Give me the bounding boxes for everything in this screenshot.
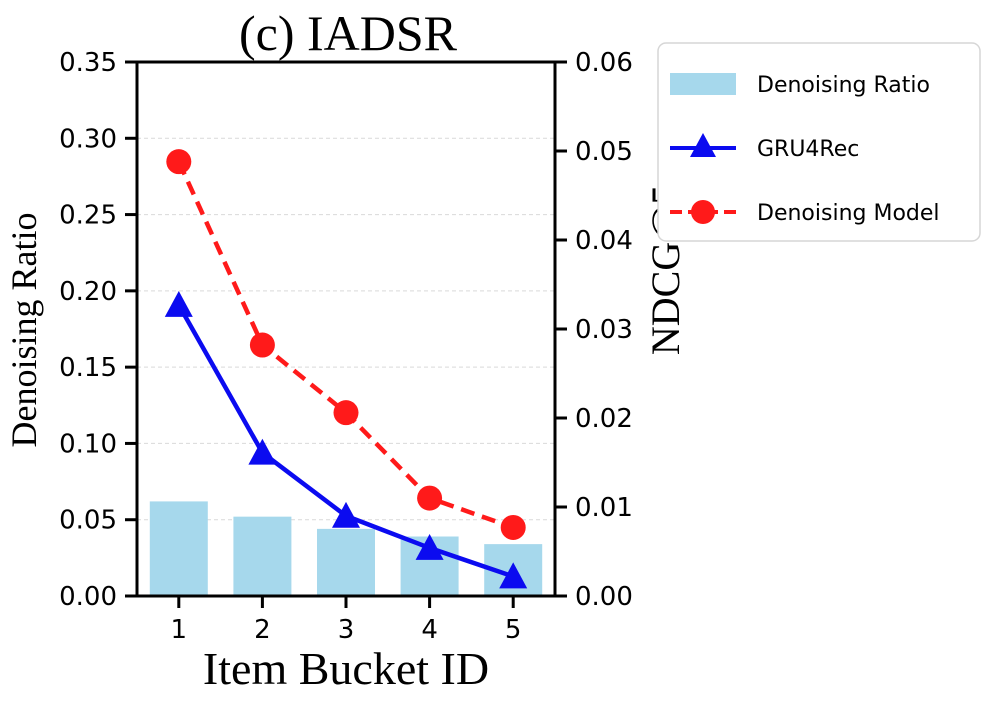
legend-label-bars: Denoising Ratio xyxy=(757,73,930,98)
chart-title: (c) IADSR xyxy=(239,5,458,61)
right-tick-label: 0.01 xyxy=(575,493,633,523)
point-denoising-model-1 xyxy=(166,149,192,175)
point-denoising-model-4 xyxy=(417,485,443,511)
series-line-denoising-model xyxy=(176,160,514,530)
bar-denoising-ratio-2 xyxy=(233,516,292,596)
legend-swatch-bars xyxy=(670,73,736,95)
x-axis-label: Item Bucket ID xyxy=(203,643,489,694)
left-axis-ticks: 0.00 0.05 0.10 0.15 0.20 0.25 0.30 0.35 xyxy=(59,48,137,612)
left-tick-label: 0.20 xyxy=(59,277,117,307)
right-tick-label: 0.06 xyxy=(575,48,633,78)
point-denoising-model-2 xyxy=(249,332,275,358)
x-tick-label: 1 xyxy=(171,615,188,645)
bar-denoising-ratio-1 xyxy=(149,501,208,596)
x-tick-label: 5 xyxy=(505,615,522,645)
right-tick-label: 0.00 xyxy=(575,582,633,612)
legend: Denoising Ratio GRU4Rec Denoising Model xyxy=(657,42,981,242)
left-tick-label: 0.30 xyxy=(59,124,117,154)
point-gru4rec-2 xyxy=(248,438,277,465)
grid-lines xyxy=(137,137,555,521)
legend-marker-denoising-model xyxy=(691,200,715,224)
x-tick-label: 3 xyxy=(338,615,355,645)
legend-label-gru4rec: GRU4Rec xyxy=(757,137,859,162)
right-tick-label: 0.02 xyxy=(575,404,633,434)
line-series xyxy=(164,149,528,589)
point-denoising-model-3 xyxy=(333,400,359,426)
legend-frame xyxy=(657,42,981,242)
left-tick-label: 0.10 xyxy=(59,429,117,459)
point-denoising-model-5 xyxy=(500,514,526,540)
left-tick-label: 0.05 xyxy=(59,506,117,536)
x-tick-label: 2 xyxy=(254,615,271,645)
legend-marker-gru4rec xyxy=(690,133,716,157)
point-gru4rec-5 xyxy=(499,562,528,589)
left-tick-label: 0.15 xyxy=(59,353,117,383)
right-tick-label: 0.03 xyxy=(575,315,633,345)
bar-denoising-ratio-3 xyxy=(317,528,375,596)
left-tick-label: 0.35 xyxy=(59,48,117,78)
left-axis-label: Denoising Ratio xyxy=(4,213,44,448)
point-gru4rec-1 xyxy=(164,290,193,317)
left-tick-label: 0.25 xyxy=(59,201,117,231)
x-tick-label: 4 xyxy=(421,615,438,645)
point-gru4rec-4 xyxy=(415,533,444,560)
legend-label-denoising-model: Denoising Model xyxy=(757,201,940,226)
point-gru4rec-3 xyxy=(332,501,360,528)
right-axis-ticks: 0.00 0.01 0.02 0.03 0.04 0.05 0.06 xyxy=(555,48,633,612)
right-tick-label: 0.05 xyxy=(575,137,633,167)
right-tick-label: 0.04 xyxy=(575,226,633,256)
x-axis-ticks: 1 2 3 4 5 xyxy=(171,596,522,645)
left-tick-label: 0.00 xyxy=(59,582,117,612)
